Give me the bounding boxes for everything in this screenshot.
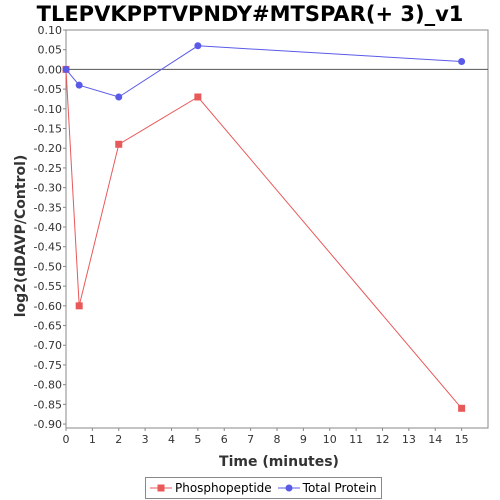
data-point-total-protein: [458, 58, 466, 66]
legend-label-total-protein: Total Protein: [302, 481, 377, 495]
y-axis-title: log2(dDAVP/Control): [13, 155, 29, 318]
y-tick-label: -0.85: [34, 398, 62, 411]
y-tick-label: 0.00: [38, 63, 63, 76]
x-tick-label: 15: [455, 433, 469, 446]
data-point-phosphopeptide: [194, 93, 202, 101]
legend: Phosphopeptide Total Protein: [145, 477, 382, 499]
legend-item-total-protein: Total Protein: [277, 481, 377, 495]
x-tick-label: 10: [323, 433, 337, 446]
x-tick-label: 12: [376, 433, 390, 446]
chart-title: TLEPVKPPTVPNDY#MTSPAR(+ 3)_v1: [36, 2, 464, 26]
x-tick-label: 5: [194, 433, 201, 446]
y-tick-label: -0.90: [34, 418, 62, 431]
x-tick-label: 6: [221, 433, 228, 446]
data-point-phosphopeptide: [75, 302, 83, 310]
x-tick-label: 13: [402, 433, 416, 446]
data-point-total-protein: [75, 81, 83, 89]
x-axis-title: Time (minutes): [219, 454, 339, 470]
legend-label-phosphopeptide: Phosphopeptide: [175, 481, 272, 495]
y-tick-label: -0.25: [34, 162, 62, 175]
legend-swatch-total-protein: [277, 484, 300, 492]
x-tick-label: 7: [247, 433, 254, 446]
x-tick-label: 14: [428, 433, 442, 446]
legend-swatch-phosphopeptide: [150, 484, 172, 492]
data-point-total-protein: [194, 42, 202, 50]
series-layer: [62, 42, 466, 412]
y-tick-label: -0.40: [34, 221, 62, 234]
plot-area: [65, 29, 489, 429]
data-point-phosphopeptide: [458, 404, 466, 412]
legend-item-phosphopeptide: Phosphopeptide: [150, 481, 272, 495]
x-tick-label: 3: [142, 433, 149, 446]
y-tick-label: -0.05: [34, 83, 62, 96]
y-tick-label: -0.65: [34, 320, 62, 333]
y-tick-label: -0.60: [34, 300, 62, 313]
y-tick-label: -0.35: [34, 201, 62, 214]
x-tick-label: 9: [300, 433, 307, 446]
x-tick-label: 11: [349, 433, 363, 446]
x-axis: 0 1 2 3 4 5 6 7 8 9 10 11 12 13 14 15: [63, 428, 469, 446]
y-tick-label: -0.20: [34, 142, 62, 155]
x-tick-label: 4: [168, 433, 175, 446]
y-tick-label: 0.10: [38, 24, 63, 37]
y-tick-label: -0.50: [34, 260, 62, 273]
y-tick-label: -0.10: [34, 103, 62, 116]
data-point-total-protein: [115, 93, 123, 101]
data-point-phosphopeptide: [115, 140, 123, 148]
y-tick-label: -0.80: [34, 379, 62, 392]
x-tick-label: 8: [274, 433, 281, 446]
y-tick-label: -0.70: [34, 339, 62, 352]
x-tick-label: 1: [89, 433, 96, 446]
y-tick-label: -0.55: [34, 280, 62, 293]
y-tick-label: -0.45: [34, 241, 62, 254]
y-tick-label: -0.15: [34, 123, 62, 136]
x-tick-label: 0: [63, 433, 70, 446]
y-tick-label: 0.05: [38, 44, 63, 57]
y-tick-label: -0.75: [34, 359, 62, 372]
y-tick-label: -0.30: [34, 182, 62, 195]
data-point-total-protein: [62, 65, 70, 73]
x-tick-label: 2: [115, 433, 122, 446]
y-axis: 0.10 0.05 0.00 -0.05 -0.10 -0.15 -0.20 -0.25 -0.…: [34, 24, 66, 431]
